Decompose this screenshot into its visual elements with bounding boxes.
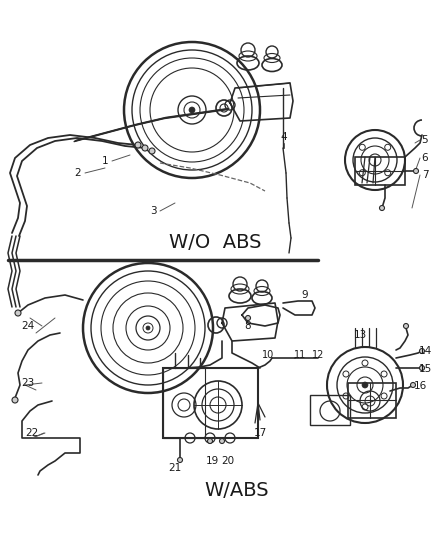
Circle shape <box>142 145 148 151</box>
Circle shape <box>135 142 141 148</box>
Text: 9: 9 <box>302 290 308 300</box>
Text: 4: 4 <box>281 132 287 142</box>
Text: 17: 17 <box>253 428 267 438</box>
Circle shape <box>15 310 21 316</box>
Text: 14: 14 <box>418 346 431 356</box>
Text: W/ABS: W/ABS <box>205 481 269 500</box>
Text: 22: 22 <box>25 428 39 438</box>
Circle shape <box>12 397 18 403</box>
Text: 12: 12 <box>312 350 324 360</box>
Circle shape <box>410 383 416 387</box>
Text: 11: 11 <box>294 350 306 360</box>
Circle shape <box>146 326 150 330</box>
Text: 19: 19 <box>205 456 219 466</box>
Circle shape <box>208 439 212 443</box>
Text: 8: 8 <box>245 321 251 331</box>
Circle shape <box>177 457 183 463</box>
Bar <box>310 395 350 425</box>
Circle shape <box>362 382 368 388</box>
Text: 10: 10 <box>262 350 274 360</box>
Bar <box>163 368 205 438</box>
Circle shape <box>413 168 418 174</box>
Circle shape <box>189 107 195 113</box>
Text: 21: 21 <box>168 463 182 473</box>
Text: 7: 7 <box>422 170 428 180</box>
Text: 24: 24 <box>21 321 35 331</box>
Circle shape <box>149 148 155 154</box>
Text: 16: 16 <box>413 381 427 391</box>
Text: 23: 23 <box>21 378 35 388</box>
Text: 2: 2 <box>75 168 81 178</box>
Text: 3: 3 <box>150 206 156 216</box>
Text: 15: 15 <box>418 364 431 374</box>
Circle shape <box>403 324 409 328</box>
Circle shape <box>379 206 385 211</box>
Circle shape <box>420 349 424 353</box>
Circle shape <box>219 439 225 443</box>
Bar <box>163 368 258 438</box>
Text: 6: 6 <box>422 153 428 163</box>
Text: 20: 20 <box>222 456 235 466</box>
Circle shape <box>246 316 251 320</box>
Circle shape <box>420 366 424 370</box>
Text: 5: 5 <box>422 135 428 145</box>
Bar <box>355 157 405 185</box>
Bar <box>348 383 396 418</box>
Text: 13: 13 <box>353 330 367 340</box>
Text: 1: 1 <box>102 156 108 166</box>
Text: W/O  ABS: W/O ABS <box>169 233 261 253</box>
